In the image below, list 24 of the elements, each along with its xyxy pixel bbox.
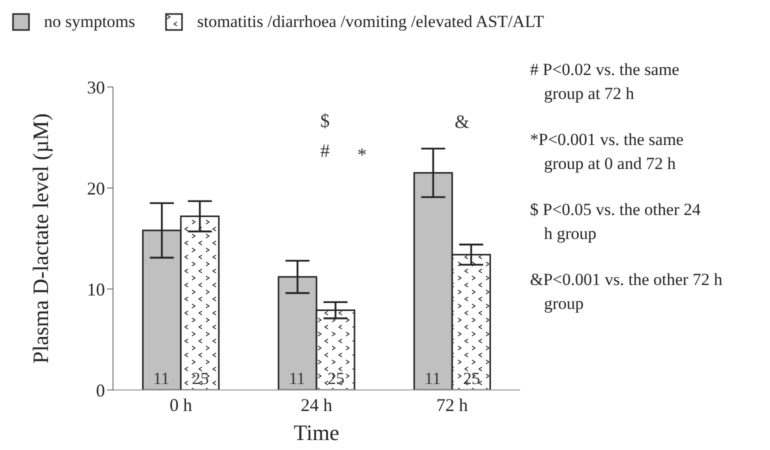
annotation: # xyxy=(320,141,330,162)
annotation: & xyxy=(454,112,470,133)
legend-label: no symptoms xyxy=(44,12,136,32)
y-tick-label: 30 xyxy=(87,77,105,98)
y-axis-title: Plasma D-lactate level (µM) xyxy=(28,113,53,364)
text: # P<0.02 vs. the same group at 72 h xyxy=(530,59,680,105)
annotation: 25 xyxy=(463,368,480,388)
y-tick-label: 0 xyxy=(96,380,105,400)
y-tick-label: 10 xyxy=(87,279,105,300)
annotation: $ xyxy=(320,111,330,132)
text: *P<0.001 vs. the same group at 0 and 72 h xyxy=(530,129,685,175)
x-tick-label: 24 h xyxy=(300,394,332,415)
y-tick-label: 20 xyxy=(87,178,105,198)
annotation: 25 xyxy=(192,368,209,388)
x-tick-label: 72 h xyxy=(436,394,468,415)
annotation: 11 xyxy=(153,368,170,388)
text: &P<0.001 vs. the other 72 h group xyxy=(530,269,724,315)
annotation: * xyxy=(357,145,367,166)
text: $ P<0.05 vs. the other 24 h group xyxy=(530,199,702,245)
legend-label: stomatitis /diarrhoea /vomiting /elevated AST/ALT xyxy=(197,12,544,32)
annotation: 11 xyxy=(424,368,441,388)
x-axis-title: Time xyxy=(294,420,340,445)
annotation: 11 xyxy=(288,368,306,388)
x-tick-label: 0 h xyxy=(170,394,192,415)
